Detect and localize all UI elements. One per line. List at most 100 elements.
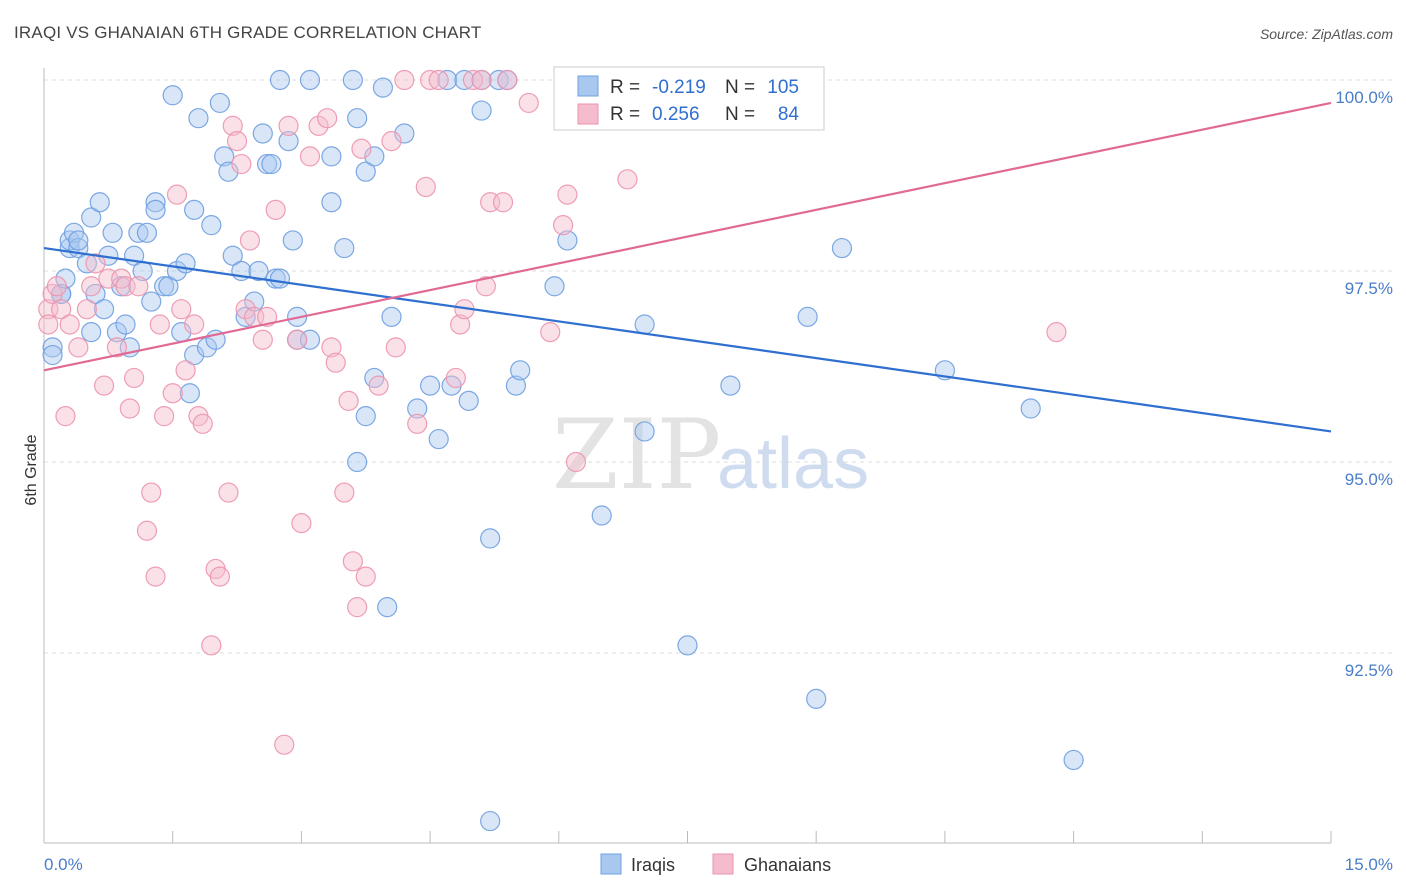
- iraqis-point-66: [347, 108, 368, 129]
- bottom-legend-swatch-ghanaians: [712, 853, 734, 875]
- ghanaians-point-19: [136, 520, 158, 541]
- ghanaians-point-47: [291, 513, 312, 534]
- ghanaians-point-72: [475, 276, 496, 297]
- iraqis-point-36: [184, 199, 205, 220]
- trend-lines: [43, 101, 1332, 433]
- iraqis-point-47: [235, 306, 256, 327]
- ghanaians-point-64: [415, 176, 436, 198]
- bottom-legend-label-iraqis: Iraqis: [631, 855, 675, 875]
- iraqis-point-81: [454, 69, 475, 91]
- y-tick-label-1: 97.5%: [1345, 279, 1393, 298]
- ghanaians-point-77: [540, 322, 561, 343]
- watermark-zip: ZIP: [552, 399, 721, 511]
- ghanaians-point-6: [59, 314, 80, 335]
- legend-r-label-ghanaians: R =: [610, 104, 640, 125]
- ghanaians-point-67: [445, 367, 466, 389]
- ghanaians-point-38: [235, 299, 256, 320]
- iraqis-point-20: [115, 314, 136, 335]
- ghanaians-point-80: [565, 451, 587, 473]
- iraqis-point-49: [248, 260, 269, 282]
- ghanaians-point-42: [256, 306, 278, 327]
- bottom-legend-swatch-iraqis: [600, 853, 622, 875]
- ghanaians-point-45: [278, 115, 299, 136]
- ghanaians-point-25: [166, 184, 188, 205]
- ghanaians-point-21: [145, 566, 166, 587]
- iraqis-point-89: [510, 360, 531, 381]
- iraqis-point-79: [437, 69, 458, 91]
- ghanaians-point-61: [385, 337, 406, 358]
- iraqis-point-96: [677, 635, 698, 656]
- iraqis-point-52: [261, 153, 282, 175]
- ghanaians-point-71: [471, 69, 492, 91]
- y-axis-label: 6th Grade: [23, 434, 40, 505]
- ghanaians-point-52: [325, 352, 346, 373]
- ghanaians-point-34: [218, 482, 239, 503]
- legend-n-label-ghanaians: N =: [725, 104, 755, 125]
- iraqis-point-103: [1063, 749, 1084, 771]
- iraqis-point-78: [428, 428, 449, 450]
- iraqis-point-43: [214, 146, 235, 167]
- legend-n-label-iraqis: N =: [725, 77, 755, 98]
- legend-r-value-iraqis: -0.219: [652, 77, 706, 98]
- ghanaians-point-30: [192, 413, 213, 434]
- legend-swatch-iraqis: [577, 75, 599, 97]
- ghanaians-point-11: [93, 375, 115, 396]
- iraqis-point-17: [102, 222, 123, 243]
- ghanaians-point-76: [518, 92, 539, 114]
- iraqis-point-50: [252, 123, 273, 144]
- iraqis-point-38: [188, 108, 209, 129]
- iraqis-point-94: [634, 421, 655, 442]
- data-points: [38, 69, 1084, 832]
- iraqis-point-61: [299, 69, 321, 91]
- iraqis-point-91: [557, 230, 578, 251]
- ghanaians-point-36: [226, 131, 248, 152]
- ghanaians-point-13: [106, 337, 128, 358]
- y-tick-labels: 100.0% 97.5% 95.0% 92.5%: [1335, 88, 1393, 680]
- iraqis-point-9: [68, 230, 89, 251]
- ghanaians-point-20: [141, 482, 162, 503]
- iraqis-point-84: [471, 100, 492, 121]
- iraqis-point-56: [278, 131, 299, 152]
- iraqis-point-95: [634, 314, 655, 335]
- iraqis-point-68: [364, 146, 385, 167]
- legend-box: [553, 66, 825, 131]
- iraqis-point-93: [591, 505, 612, 526]
- iraqis-point-82: [458, 390, 479, 411]
- iraqis-point-27: [145, 192, 166, 213]
- iraqis-point-62: [321, 192, 342, 213]
- ghanaians-point-35: [222, 115, 243, 136]
- iraqis-point-99: [806, 688, 827, 709]
- iraqis-point-102: [1020, 398, 1041, 419]
- iraqis-point-90: [544, 276, 565, 297]
- iraqis-point-85: [480, 528, 501, 549]
- iraqis-point-69: [372, 77, 394, 98]
- ghanaians-point-41: [252, 329, 273, 350]
- ghanaians-point-10: [85, 253, 106, 274]
- iraqis-point-48: [244, 291, 265, 312]
- iraqis-point-71: [355, 406, 376, 427]
- ghanaians-point-28: [184, 314, 205, 335]
- ghanaians-point-55: [342, 551, 363, 572]
- ghanaians-point-74: [492, 192, 514, 213]
- ghanaians-point-59: [368, 375, 389, 396]
- iraqis-point-40: [201, 215, 222, 236]
- ghanaians-point-50: [317, 108, 338, 129]
- iraqis-point-35: [179, 383, 200, 404]
- iraqis-point-14: [89, 192, 110, 213]
- iraqis-point-11: [81, 207, 102, 228]
- iraqis-point-88: [505, 375, 527, 396]
- iraqis-point-19: [111, 276, 132, 297]
- ghanaians-point-48: [299, 146, 321, 167]
- ghanaians-point-16: [119, 398, 140, 419]
- ghanaians-point-70: [462, 69, 484, 91]
- ghanaians-trend-line: [43, 101, 1332, 372]
- ghanaians-point-8: [76, 299, 98, 320]
- ghanaians-point-68: [450, 314, 471, 335]
- ghanaians-point-46: [287, 329, 308, 350]
- ghanaians-point-78: [552, 215, 574, 236]
- iraqis-point-15: [93, 299, 115, 320]
- legend-r-value-ghanaians: 0.256: [652, 104, 700, 125]
- ghanaians-point-3: [46, 276, 67, 297]
- iraqis-point-104: [480, 810, 501, 832]
